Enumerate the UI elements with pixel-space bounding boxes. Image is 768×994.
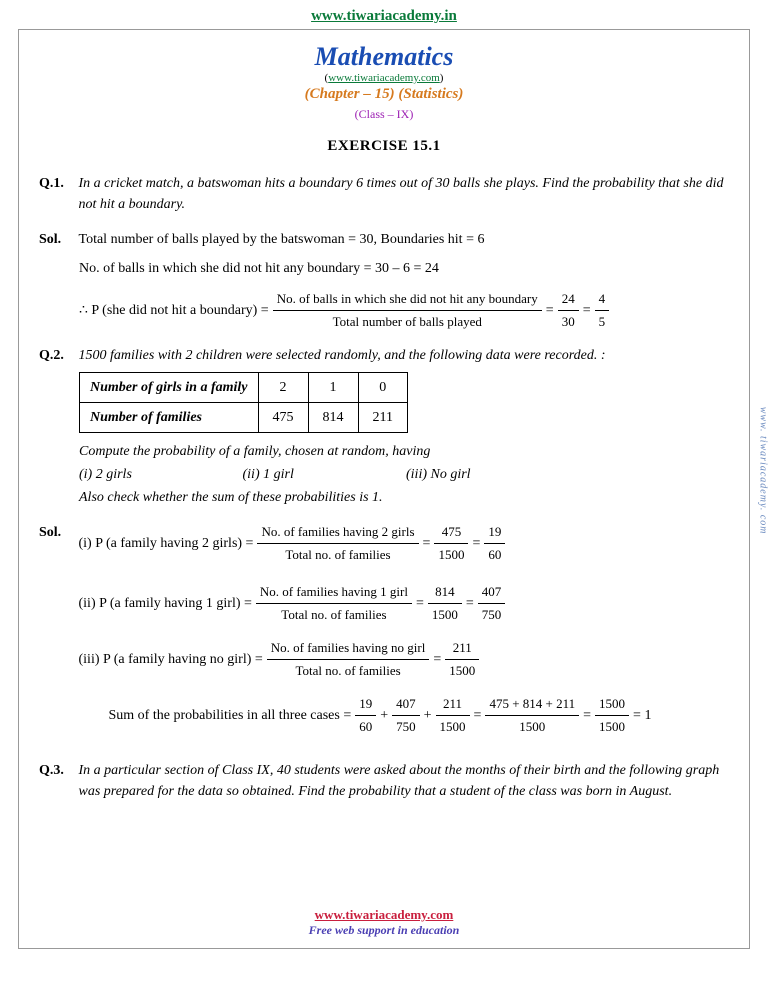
td: 1 [308, 373, 358, 403]
header-url[interactable]: www.tiwariacademy.com [328, 72, 440, 84]
q2-table: Number of girls in a family210 Number of… [79, 372, 408, 433]
f: 750 [392, 716, 420, 737]
lead: (i) P (a family having 2 girls) = [79, 533, 254, 554]
f: 1500 [428, 604, 462, 625]
f: No. of families having 2 girls [257, 522, 418, 544]
q1-frac-den: Total number of balls played [273, 311, 542, 332]
q2-compute: Compute the probability of a family, cho… [79, 441, 729, 462]
f: 60 [355, 716, 376, 737]
f: 19 [484, 522, 505, 544]
opt: (ii) 1 girl [243, 464, 403, 485]
q2-check: Also check whether the sum of these prob… [79, 487, 729, 508]
eq: = [423, 533, 431, 554]
f: No. of families having no girl [267, 638, 430, 660]
class-label: (Class – IX) [39, 107, 729, 122]
side-watermark: www. tiwariacademy. com [758, 407, 768, 535]
f: Total no. of families [267, 660, 430, 681]
question-1: Q.1. In a cricket match, a batswoman hit… [39, 173, 729, 215]
q1-label: Q.1. [39, 173, 75, 194]
q1-text: In a cricket match, a batswoman hits a b… [79, 173, 729, 215]
td: 211 [358, 403, 407, 433]
page-title: Mathematics [39, 42, 729, 72]
opt: (iii) No girl [406, 467, 471, 482]
f: 1500 [445, 660, 479, 681]
f: 407 [478, 582, 506, 604]
q1-frac-num: No. of balls in which she did not hit an… [273, 289, 542, 311]
f: 1500 [434, 544, 468, 565]
f: 1500 [595, 694, 629, 716]
sol1-line1: Total number of balls played by the bats… [79, 229, 729, 250]
solution-2: Sol. (i) P (a family having 2 girls) = N… [39, 522, 729, 746]
f: 211 [445, 638, 479, 660]
f: 1500 [436, 716, 470, 737]
q3-label: Q.3. [39, 760, 75, 781]
top-url[interactable]: www.tiwariacademy.in [0, 0, 768, 29]
f: 211 [436, 694, 470, 716]
f: 407 [392, 694, 420, 716]
chapter-label: (Chapter – 15) (Statistics) [39, 86, 729, 103]
lead: Sum of the probabilities in all three ca… [109, 705, 352, 726]
th: Number of families [80, 403, 259, 433]
f: No. of families having 1 girl [256, 582, 412, 604]
q2-text: 1500 families with 2 children were selec… [79, 345, 729, 366]
q1-formula-lead: ∴ P (she did not hit a boundary) = [79, 300, 269, 321]
eq: = [466, 593, 474, 614]
sol2-label: Sol. [39, 522, 75, 543]
f: 814 [428, 582, 462, 604]
f: 750 [478, 604, 506, 625]
question-3: Q.3. In a particular section of Class IX… [39, 760, 729, 802]
f: Total no. of families [256, 604, 412, 625]
page-footer: www.tiwariacademy.com Free web support i… [19, 907, 749, 938]
lead: (ii) P (a family having 1 girl) = [79, 593, 252, 614]
footer-url[interactable]: www.tiwariacademy.com [19, 907, 749, 923]
footer-text: Free web support in education [19, 923, 749, 938]
sub-url-wrap: (www.tiwariacademy.com) [39, 72, 729, 84]
th: Number of girls in a family [80, 373, 259, 403]
f: 1500 [595, 716, 629, 737]
eq: = [472, 533, 480, 554]
q2-label: Q.2. [39, 345, 75, 366]
eq: = [416, 593, 424, 614]
eq: = [474, 705, 482, 726]
f: 1500 [485, 716, 579, 737]
td: 814 [308, 403, 358, 433]
td: 2 [258, 373, 308, 403]
page-frame: Mathematics (www.tiwariacademy.com) (Cha… [18, 29, 750, 949]
f: 4 [595, 289, 610, 311]
sol1-label: Sol. [39, 229, 75, 250]
f: 30 [558, 311, 579, 332]
plus: + [424, 705, 432, 726]
eq: = [583, 705, 591, 726]
td: 0 [358, 373, 407, 403]
f: 60 [484, 544, 505, 565]
exercise-heading: EXERCISE 15.1 [39, 138, 729, 155]
end: = 1 [633, 705, 651, 726]
plus: + [380, 705, 388, 726]
f: 475 + 814 + 211 [485, 694, 579, 716]
sol2-body: (i) P (a family having 2 girls) = No. of… [79, 522, 729, 746]
q1-formula: ∴ P (she did not hit a boundary) = No. o… [79, 289, 729, 331]
f: 475 [434, 522, 468, 544]
eq: = [546, 300, 554, 321]
td: 475 [258, 403, 308, 433]
solution-1: Sol. Total number of balls played by the… [39, 229, 729, 331]
f: 24 [558, 289, 579, 311]
lead: (iii) P (a family having no girl) = [79, 649, 263, 670]
eq: = [583, 300, 591, 321]
question-2: Q.2. 1500 families with 2 children were … [39, 345, 729, 508]
opt: (i) 2 girls [79, 464, 239, 485]
eq: = [433, 649, 441, 670]
sol1-line2: No. of balls in which she did not hit an… [79, 258, 729, 279]
f: 5 [595, 311, 610, 332]
q2-options: (i) 2 girls (ii) 1 girl (iii) No girl [79, 464, 729, 485]
q3-text: In a particular section of Class IX, 40 … [79, 760, 729, 802]
f: Total no. of families [257, 544, 418, 565]
f: 19 [355, 694, 376, 716]
